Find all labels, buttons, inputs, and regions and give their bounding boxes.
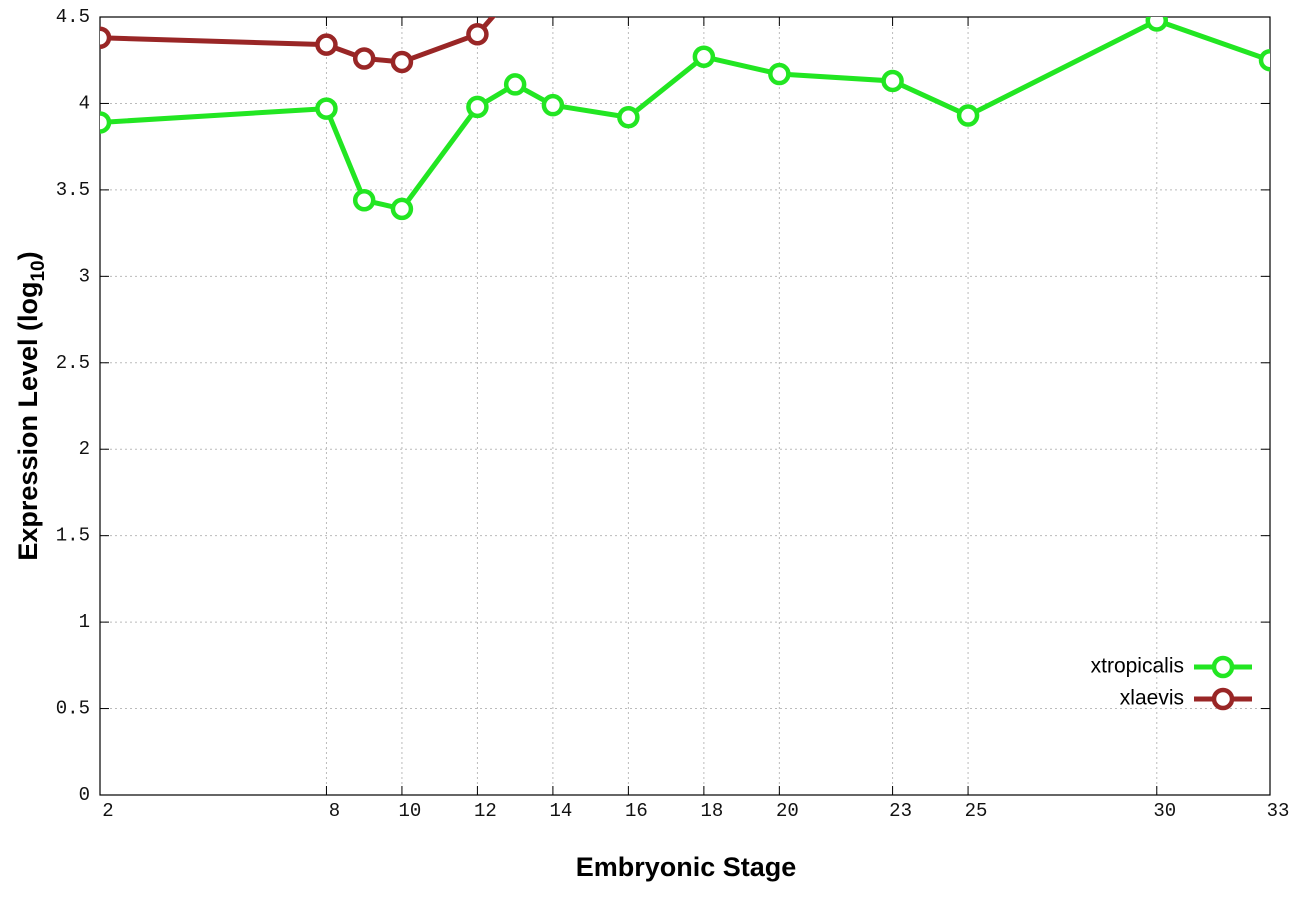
data-point bbox=[390, 50, 414, 74]
x-tick-label: 18 bbox=[700, 800, 723, 822]
y-axis-label: Expression Level (log10) bbox=[13, 251, 49, 560]
y-tick-label: 0 bbox=[79, 784, 90, 806]
data-point bbox=[100, 26, 112, 49]
y-tick-label: 2.5 bbox=[56, 352, 90, 374]
y-tick-label: 4.5 bbox=[56, 6, 90, 28]
x-axis-label: Embryonic Stage bbox=[576, 852, 797, 882]
data-point bbox=[100, 111, 112, 134]
x-tick-label: 10 bbox=[399, 800, 422, 822]
series-line bbox=[100, 17, 1270, 212]
x-tick-label: 23 bbox=[889, 800, 912, 822]
data-point bbox=[352, 189, 376, 212]
y-tick-label: 1 bbox=[79, 611, 90, 633]
y-tick-label: 0.5 bbox=[56, 698, 90, 720]
y-tick-label: 2 bbox=[79, 438, 90, 460]
data-point bbox=[352, 47, 376, 70]
x-tick-label: 25 bbox=[965, 800, 988, 822]
data-point bbox=[768, 62, 791, 86]
y-tick-label: 3 bbox=[79, 265, 90, 287]
y-tick-label: 1.5 bbox=[56, 525, 90, 547]
x-tick-label: 12 bbox=[474, 800, 497, 822]
data-point bbox=[881, 69, 904, 93]
y-tick-label: 3.5 bbox=[56, 179, 90, 201]
data-point bbox=[466, 23, 489, 46]
data-point bbox=[315, 97, 338, 120]
data-point bbox=[1145, 17, 1169, 32]
x-tick-label: 33 bbox=[1267, 800, 1290, 822]
series-line bbox=[100, 17, 496, 65]
data-point bbox=[503, 73, 527, 96]
legend-label: xtropicalis bbox=[1091, 655, 1184, 678]
x-tick-label: 2 bbox=[102, 800, 113, 822]
plot-area bbox=[100, 17, 1270, 221]
legend-swatch-marker bbox=[1211, 655, 1235, 679]
data-point bbox=[617, 106, 640, 129]
x-tick-label: 14 bbox=[549, 800, 572, 822]
data-point bbox=[541, 93, 565, 117]
data-point bbox=[466, 95, 489, 119]
x-tick-label: 30 bbox=[1153, 800, 1176, 822]
data-point bbox=[692, 45, 716, 69]
y-tick-label: 4 bbox=[79, 92, 90, 114]
y-label-sub: 10 bbox=[28, 260, 49, 281]
legend-swatch-marker bbox=[1211, 687, 1235, 711]
data-point bbox=[390, 197, 414, 221]
data-point bbox=[956, 104, 980, 127]
legend-label: xlaevis bbox=[1120, 687, 1184, 710]
data-point bbox=[315, 33, 338, 56]
x-tick-label: 16 bbox=[625, 800, 648, 822]
y-label-end: ) bbox=[13, 251, 43, 260]
plot-border bbox=[99, 16, 1271, 796]
x-tick-label: 8 bbox=[329, 800, 340, 822]
data-point bbox=[1258, 48, 1270, 72]
x-tick-label: 20 bbox=[776, 800, 799, 822]
y-label-text: Expression Level (log bbox=[13, 282, 43, 561]
